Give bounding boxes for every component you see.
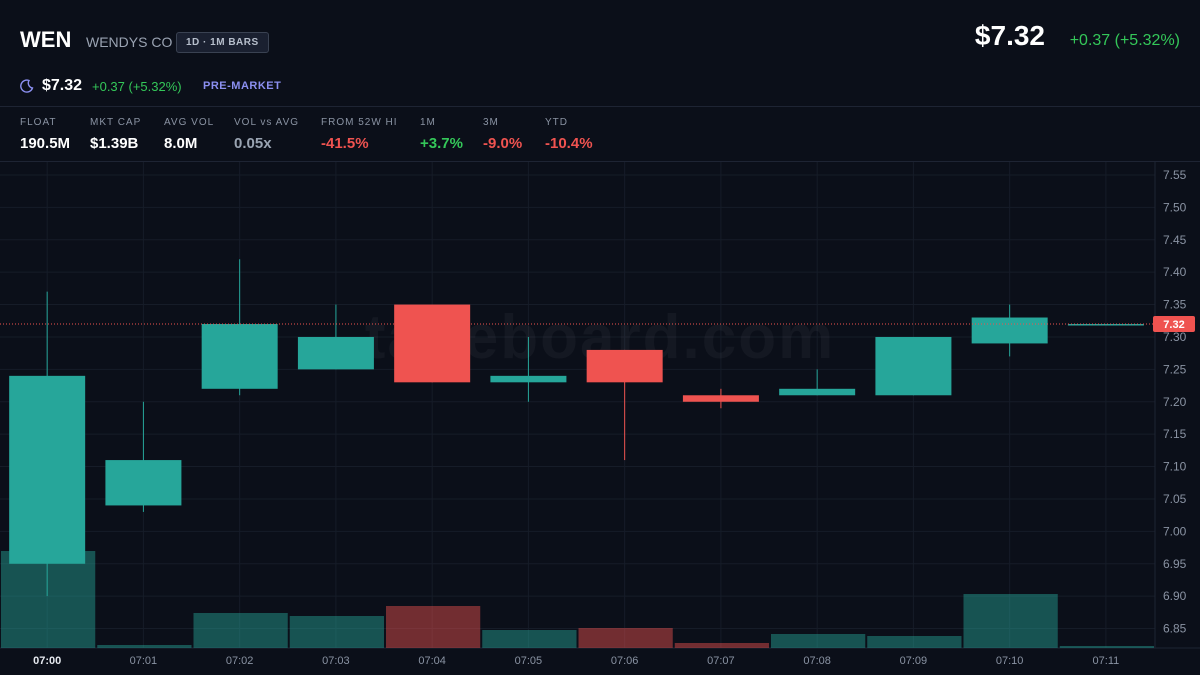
stat-label: MKT CAP xyxy=(90,117,142,128)
y-tick-label: 7.35 xyxy=(1163,298,1187,312)
candle-body xyxy=(105,460,182,506)
premarket-price: $7.32 xyxy=(42,77,83,94)
volume-bar xyxy=(193,613,288,648)
y-tick-label: 7.20 xyxy=(1163,395,1187,409)
candle-body xyxy=(682,395,759,402)
stat-value: +3.7% xyxy=(420,135,463,152)
stat-value: 0.05x xyxy=(234,135,272,152)
stat-label: 1M xyxy=(420,117,436,128)
stat-value: -41.5% xyxy=(321,135,369,152)
x-tick-label: 07:00 xyxy=(33,655,61,667)
stat-value: -9.0% xyxy=(483,135,523,152)
volume-bar xyxy=(963,594,1058,648)
stat-label: FROM 52W HI xyxy=(321,117,398,128)
candle-body xyxy=(201,324,278,389)
price: $7.32 xyxy=(974,20,1045,51)
price-change: +0.37 (+5.32%) xyxy=(1069,32,1180,49)
x-tick-label: 07:02 xyxy=(226,655,254,667)
candle-body xyxy=(1067,324,1144,326)
volume-bar xyxy=(1,551,96,648)
volume-bar xyxy=(386,606,481,648)
candle-body xyxy=(490,375,567,383)
y-tick-label: 7.55 xyxy=(1163,168,1187,182)
x-tick-label: 07:01 xyxy=(130,655,158,667)
chart: 7.55 7.50 7.45 7.40 7.35 7.30 7.25 7.20 7.15 7.10… xyxy=(0,162,1200,667)
last-price-tag xyxy=(1153,316,1195,332)
volume-bar xyxy=(771,634,866,648)
premarket-change: +0.37 (+5.32%) xyxy=(92,79,182,94)
company-name: WENDYS CO xyxy=(86,34,173,50)
x-tick-label: 07:07 xyxy=(707,655,735,667)
stat-value: 190.5M xyxy=(20,135,71,152)
y-tick-label: 6.85 xyxy=(1163,622,1187,636)
volume-bar xyxy=(578,628,673,648)
divider xyxy=(0,161,1200,162)
y-tick-label: 6.95 xyxy=(1163,557,1187,571)
symbol: WEN xyxy=(20,27,72,52)
candle-body xyxy=(875,336,952,396)
volume-bar xyxy=(1059,646,1154,648)
stat-label: VOL vs AVG xyxy=(234,117,300,128)
x-tick-label: 07:06 xyxy=(611,655,639,667)
volume-bar xyxy=(97,645,192,648)
stat-label: FLOAT xyxy=(20,117,57,128)
y-tick-label: 7.25 xyxy=(1163,362,1187,376)
candle-body xyxy=(9,375,86,564)
volume-bar xyxy=(482,630,577,648)
x-tick-label: 07:08 xyxy=(803,655,831,667)
stat-value: $1.39B xyxy=(90,135,139,152)
y-tick-label: 7.10 xyxy=(1163,460,1187,474)
candle-body xyxy=(586,349,663,383)
volume-bar xyxy=(289,616,384,648)
stat-value: -10.4% xyxy=(545,135,593,152)
y-tick-label: 7.05 xyxy=(1163,492,1187,506)
divider xyxy=(0,106,1200,107)
premarket-label: PRE-MARKET xyxy=(203,80,282,92)
x-tick-label: 07:04 xyxy=(418,655,446,667)
volume-bar xyxy=(674,643,769,648)
volume-bar xyxy=(867,636,962,648)
candle-body xyxy=(971,317,1048,344)
x-tick-label: 07:11 xyxy=(1093,655,1120,667)
x-tick-label: 07:09 xyxy=(900,655,928,667)
stat-label: YTD xyxy=(545,117,568,128)
stat-value: 8.0M xyxy=(164,135,198,152)
x-tick-label: 07:03 xyxy=(322,655,350,667)
y-tick-label: 7.30 xyxy=(1163,330,1187,344)
candle-body xyxy=(779,388,856,396)
candle-body xyxy=(297,336,374,370)
y-tick-label: 7.00 xyxy=(1163,524,1187,538)
y-tick-label: 7.15 xyxy=(1163,427,1187,441)
stat-label: 3M xyxy=(483,117,499,128)
x-tick-label: 07:05 xyxy=(515,655,543,667)
x-tick-label: 07:10 xyxy=(996,655,1024,667)
stat-label: AVG VOL xyxy=(164,117,215,128)
y-tick-label: 7.40 xyxy=(1163,265,1187,279)
last-price-label: 7.32 xyxy=(1163,319,1184,331)
candle-body xyxy=(394,304,471,383)
y-tick-label: 7.45 xyxy=(1163,233,1187,247)
timeframe-badge[interactable]: 1D · 1M BARS xyxy=(176,32,269,53)
y-tick-label: 7.50 xyxy=(1163,200,1187,214)
y-tick-label: 6.90 xyxy=(1163,589,1187,603)
moon-icon xyxy=(20,79,34,93)
